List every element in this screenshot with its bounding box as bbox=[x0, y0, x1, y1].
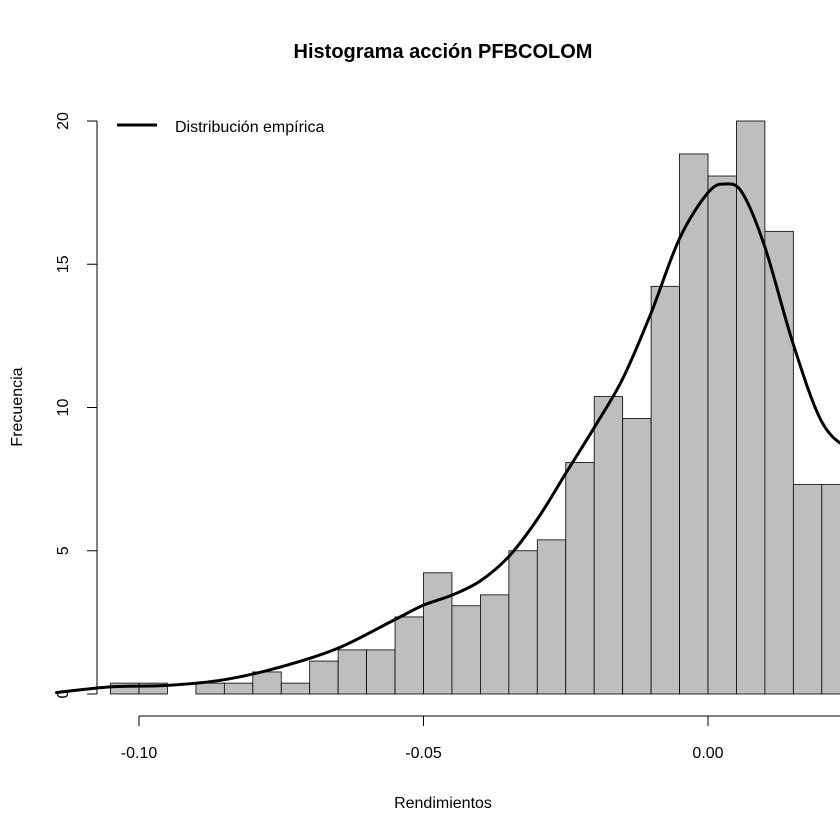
histogram-bar bbox=[508, 550, 538, 695]
x-tick-label: 0.00 bbox=[692, 745, 723, 762]
histogram-bar bbox=[679, 153, 709, 695]
histogram-bar bbox=[394, 616, 424, 695]
histogram-bar bbox=[223, 682, 254, 695]
y-tick-label: 15 bbox=[55, 255, 72, 273]
histogram-bar bbox=[821, 484, 840, 695]
density-curve-group bbox=[55, 182, 840, 695]
histogram-bar bbox=[792, 484, 823, 695]
histogram-bar bbox=[707, 175, 737, 695]
y-axis-label: Frecuencia bbox=[9, 367, 26, 446]
x-tick-label: -0.10 bbox=[121, 745, 158, 762]
histogram-bar bbox=[479, 594, 510, 695]
histogram-bar bbox=[138, 682, 168, 695]
y-tick-label: 20 bbox=[55, 112, 72, 130]
histogram-bar bbox=[736, 120, 766, 695]
density-curve bbox=[55, 182, 840, 695]
histogram-bars bbox=[110, 120, 840, 695]
histogram-bar bbox=[337, 649, 367, 695]
chart-title: Histograma acción PFBCOLOM bbox=[294, 41, 593, 63]
y-tick-label: 10 bbox=[55, 399, 72, 417]
x-axis-label: Rendimientos bbox=[394, 795, 492, 812]
histogram-bar bbox=[593, 396, 624, 695]
histogram-bar bbox=[366, 649, 396, 695]
histogram-bar bbox=[565, 462, 595, 695]
histogram-bar bbox=[309, 660, 339, 695]
x-axis: -0.10-0.050.000.050.10 bbox=[121, 715, 840, 762]
y-tick-label: 5 bbox=[55, 546, 72, 555]
legend: Distribución empírica bbox=[117, 119, 324, 136]
legend-label: Distribución empírica bbox=[175, 119, 324, 136]
histogram-bar bbox=[280, 682, 311, 695]
y-axis: 0 5 10 15 20 bbox=[55, 112, 98, 698]
histogram-bar bbox=[622, 417, 652, 695]
y-tick-label: 0 bbox=[55, 689, 72, 698]
x-tick-label: -0.05 bbox=[405, 745, 442, 762]
histogram-bar bbox=[252, 671, 282, 695]
histogram-bar bbox=[423, 572, 453, 695]
histogram-bar bbox=[195, 682, 225, 695]
histogram-bar bbox=[650, 285, 680, 695]
histogram-bar bbox=[451, 605, 481, 695]
histogram-bar bbox=[536, 539, 567, 695]
histogram-bar bbox=[764, 230, 794, 695]
